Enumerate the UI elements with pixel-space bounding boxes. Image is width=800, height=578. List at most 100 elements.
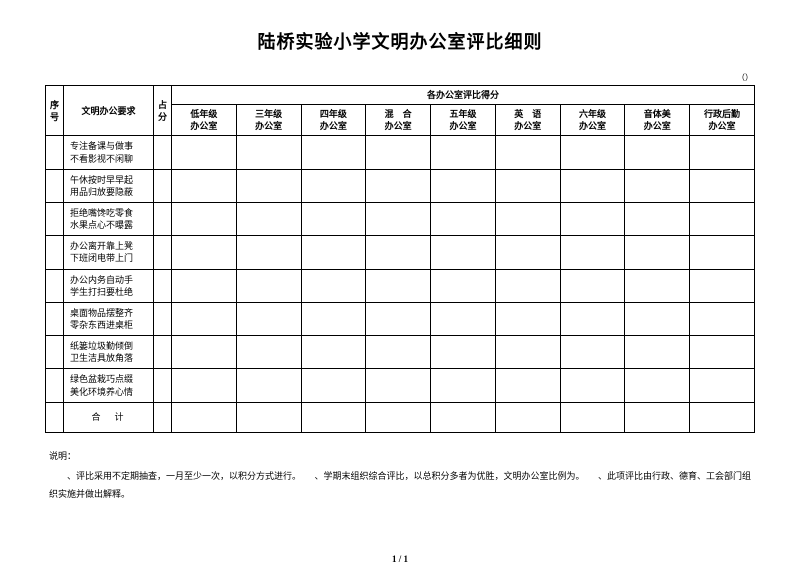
cell-score: [625, 336, 690, 369]
cell-score: [301, 269, 366, 302]
cell-score: [236, 169, 301, 202]
cell-score: [236, 336, 301, 369]
cell-score: [236, 302, 301, 335]
cell-score: [495, 336, 560, 369]
cell-score: [560, 269, 625, 302]
cell-score: [625, 169, 690, 202]
table-row: 纸篓垃圾勤倾倒卫生洁具放角落: [46, 336, 755, 369]
page-number: 1 / 1: [0, 554, 800, 564]
cell-score: [172, 236, 237, 269]
cell-score: [625, 369, 690, 402]
paren-mark: （）: [45, 72, 755, 83]
hdr-office: 混 合办公室: [366, 105, 431, 136]
hdr-office: 英 语办公室: [495, 105, 560, 136]
cell-score: [690, 269, 755, 302]
cell-requirement: 绿色盆栽巧点缀美化环境养心情: [64, 369, 154, 402]
cell-score: [236, 202, 301, 235]
cell-score: [366, 136, 431, 169]
cell-requirement: 纸篓垃圾勤倾倒卫生洁具放角落: [64, 336, 154, 369]
hdr-office: 音体美办公室: [625, 105, 690, 136]
cell-score: [301, 169, 366, 202]
cell-score: [625, 136, 690, 169]
cell-score: [495, 302, 560, 335]
cell-score: [366, 202, 431, 235]
cell-score: [690, 202, 755, 235]
cell-score: [690, 136, 755, 169]
table-body: 专注备课与做事不看影视不闲聊午休按时早早起用品归放要隐蔽拒绝嘴馋吃零食水果点心不…: [46, 136, 755, 432]
table-row: 办公内务自动手学生打扫要杜绝: [46, 269, 755, 302]
table-row-total: 合计: [46, 402, 755, 432]
cell-score: [431, 369, 496, 402]
cell-points: [154, 369, 172, 402]
hdr-pts: 占分: [154, 86, 172, 136]
cell-score: [690, 169, 755, 202]
cell-score: [366, 236, 431, 269]
cell-seq: [46, 136, 64, 169]
cell-requirement: 午休按时早早起用品归放要隐蔽: [64, 169, 154, 202]
hdr-office: 行政后勤办公室: [690, 105, 755, 136]
cell-seq: [46, 269, 64, 302]
cell-score: [236, 369, 301, 402]
cell-score: [495, 169, 560, 202]
table-row: 绿色盆栽巧点缀美化环境养心情: [46, 369, 755, 402]
cell-score: [431, 136, 496, 169]
cell-score: [366, 336, 431, 369]
cell-score: [690, 336, 755, 369]
cell-points: [154, 169, 172, 202]
hdr-office: 三年级办公室: [236, 105, 301, 136]
cell-score: [172, 336, 237, 369]
cell-score: [431, 302, 496, 335]
cell-total-label: 合计: [64, 402, 154, 432]
hdr-office: 五年级办公室: [431, 105, 496, 136]
cell-seq: [46, 236, 64, 269]
cell-score: [301, 336, 366, 369]
cell-score: [690, 236, 755, 269]
cell-score: [236, 269, 301, 302]
cell-points: [154, 269, 172, 302]
cell-score: [301, 302, 366, 335]
cell-points: [154, 302, 172, 335]
cell-score: [172, 169, 237, 202]
cell-seq: [46, 302, 64, 335]
cell-points: [154, 336, 172, 369]
cell-score: [495, 369, 560, 402]
page-container: 陆桥实验小学文明办公室评比细则 （） 序号 文明办公要求 占分 各办公室评比得分…: [0, 0, 800, 513]
cell-score: [366, 302, 431, 335]
cell-score: [172, 269, 237, 302]
cell-score: [366, 369, 431, 402]
notes-section: 说明： 、评比采用不定期抽查，一月至少一次，以积分方式进行。 、学期末组织综合评…: [45, 447, 755, 503]
hdr-score-group: 各办公室评比得分: [172, 86, 755, 105]
cell-seq: [46, 402, 64, 432]
cell-score: [236, 402, 301, 432]
cell-score: [625, 202, 690, 235]
cell-requirement: 桌面物品摆整齐零杂东西进桌柜: [64, 302, 154, 335]
cell-score: [495, 236, 560, 269]
hdr-seq: 序号: [46, 86, 64, 136]
cell-seq: [46, 169, 64, 202]
cell-score: [301, 402, 366, 432]
cell-score: [172, 369, 237, 402]
cell-score: [560, 402, 625, 432]
table-row: 午休按时早早起用品归放要隐蔽: [46, 169, 755, 202]
cell-score: [366, 169, 431, 202]
table-row: 专注备课与做事不看影视不闲聊: [46, 136, 755, 169]
cell-seq: [46, 369, 64, 402]
table-row: 桌面物品摆整齐零杂东西进桌柜: [46, 302, 755, 335]
cell-score: [560, 302, 625, 335]
cell-points: [154, 202, 172, 235]
hdr-office: 四年级办公室: [301, 105, 366, 136]
cell-score: [366, 402, 431, 432]
cell-score: [560, 369, 625, 402]
cell-points: [154, 236, 172, 269]
notes-label: 说明：: [49, 447, 751, 465]
cell-score: [431, 336, 496, 369]
cell-score: [301, 369, 366, 402]
hdr-office: 六年级办公室: [560, 105, 625, 136]
cell-seq: [46, 336, 64, 369]
cell-score: [495, 136, 560, 169]
table-row: 办公离开靠上凳下班闭电带上门: [46, 236, 755, 269]
cell-score: [560, 136, 625, 169]
cell-score: [172, 302, 237, 335]
cell-score: [560, 202, 625, 235]
cell-score: [625, 302, 690, 335]
